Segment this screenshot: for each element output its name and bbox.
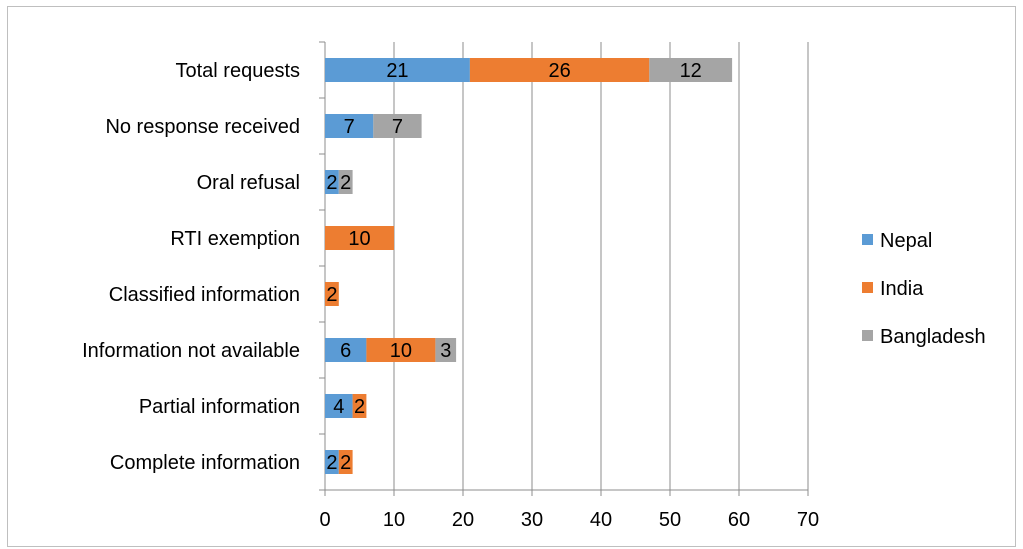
x-tick-label: 60 — [728, 509, 750, 531]
bar-segment-india — [325, 282, 339, 306]
bar-segment-bangladesh — [435, 338, 457, 362]
category-label: Information not available — [82, 340, 300, 362]
data-label: 4 — [333, 396, 344, 418]
bar-segment-bangladesh — [338, 170, 353, 194]
category-label: Partial information — [139, 396, 300, 418]
x-tick-label: 20 — [452, 509, 474, 531]
bar-segment-nepal — [325, 394, 353, 418]
legend-label-bangladesh: Bangladesh — [880, 326, 986, 348]
bar-segment-bangladesh — [373, 114, 422, 138]
data-label: 10 — [348, 228, 370, 250]
bar-segment-india — [338, 450, 353, 474]
x-tick-label: 40 — [590, 509, 612, 531]
data-label: 12 — [680, 60, 702, 82]
x-tick-label: 10 — [383, 509, 405, 531]
category-label: Complete information — [110, 452, 300, 474]
data-label: 2 — [326, 452, 337, 474]
x-tick-label: 30 — [521, 509, 543, 531]
bar-segment-india — [325, 226, 394, 250]
data-label: 2 — [326, 172, 337, 194]
bar-segment-nepal — [325, 338, 367, 362]
category-label: Classified information — [109, 284, 300, 306]
category-label: No response received — [105, 116, 300, 138]
legend-label-nepal: Nepal — [880, 230, 932, 252]
data-label: 2 — [326, 284, 337, 306]
data-label: 2 — [354, 396, 365, 418]
bar-segment-india — [352, 394, 367, 418]
bar-segment-india — [469, 58, 650, 82]
bar-segment-india — [366, 338, 436, 362]
bar-segment-nepal — [325, 114, 374, 138]
category-label: Total requests — [175, 60, 300, 82]
x-tick-label: 50 — [659, 509, 681, 531]
bar-segment-bangladesh — [649, 58, 733, 82]
legend-label-india: India — [880, 278, 924, 300]
data-label: 2 — [340, 172, 351, 194]
x-tick-label: 70 — [797, 509, 819, 531]
chart-frame — [7, 6, 1016, 547]
data-label: 7 — [344, 116, 355, 138]
bar-segment-nepal — [325, 58, 470, 82]
data-label: 2 — [340, 452, 351, 474]
bar-segment-nepal — [325, 170, 339, 194]
data-label: 26 — [548, 60, 570, 82]
legend-swatch-bangladesh — [862, 330, 873, 341]
data-label: 7 — [392, 116, 403, 138]
category-label: RTI exemption — [170, 228, 300, 250]
category-label: Oral refusal — [197, 172, 300, 194]
x-tick-label: 0 — [319, 509, 330, 531]
bar-segment-nepal — [325, 450, 339, 474]
data-label: 6 — [340, 340, 351, 362]
data-label: 10 — [390, 340, 412, 362]
data-label: 3 — [440, 340, 451, 362]
legend-swatch-nepal — [862, 234, 873, 245]
data-label: 21 — [386, 60, 408, 82]
legend-swatch-india — [862, 282, 873, 293]
